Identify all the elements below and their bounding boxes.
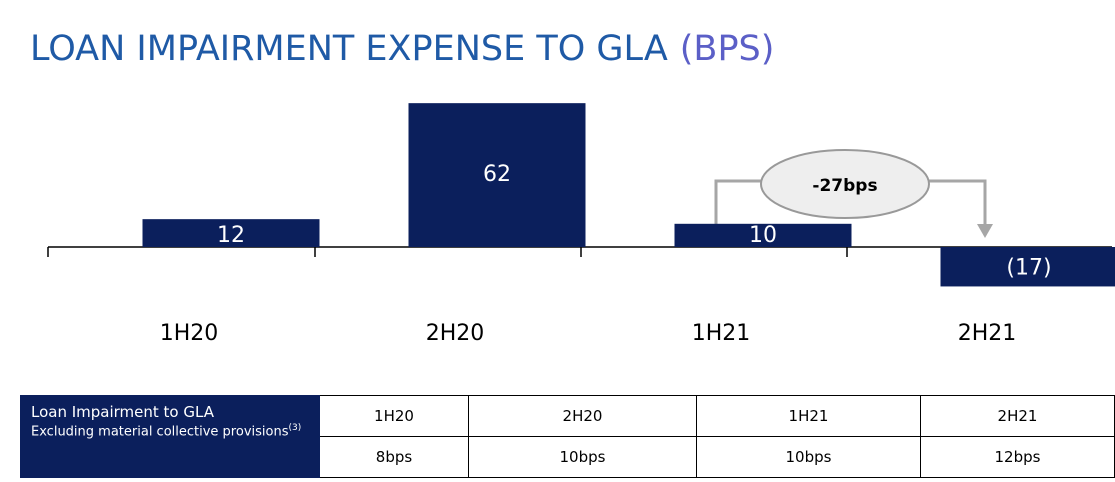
table-cell: 10bps (696, 436, 921, 478)
table-cell: 12bps (920, 436, 1115, 478)
table-cell: 10bps (468, 436, 697, 478)
title-unit: (BPS) (680, 29, 775, 69)
connector (714, 179, 765, 238)
column-header: 1H21 (696, 395, 921, 437)
chart-title: LOAN IMPAIRMENT EXPENSE TO GLA (BPS) (30, 29, 774, 69)
x-tick-label: 1H20 (160, 321, 219, 346)
summary-table: Loan Impairment to GLA Excluding material… (20, 395, 1115, 478)
value-label: (17) (1006, 256, 1051, 281)
bar (940, 247, 1115, 287)
row-header: Loan Impairment to GLA Excluding material… (20, 395, 320, 478)
x-tick-label: 2H21 (958, 321, 1017, 346)
bar (142, 219, 320, 247)
footnote-ref: (3) (288, 423, 302, 433)
column-header: 2H20 (468, 395, 697, 437)
x-tick-label: 1H21 (692, 321, 751, 346)
value-label: 10 (749, 223, 777, 248)
x-tick-label: 2H20 (426, 321, 485, 346)
bar (674, 223, 852, 247)
column-header: 1H20 (319, 395, 469, 437)
value-label: 12 (217, 223, 245, 248)
table-label: Loan Impairment to GLA (31, 403, 214, 421)
bar (408, 103, 586, 247)
table-sublabel: Excluding material collective provisions (31, 424, 289, 440)
annotation: -27bps (812, 176, 877, 196)
column-header: 2H21 (920, 395, 1115, 437)
chart: LOAN IMPAIRMENT EXPENSE TO GLA (BPS) -27b… (30, 29, 1115, 346)
table-cell: 8bps (319, 436, 469, 478)
title-text: LOAN IMPAIRMENT EXPENSE TO GLA (30, 29, 668, 69)
value-label: 62 (483, 162, 511, 187)
connector (925, 179, 987, 226)
annotation-bubble (760, 149, 930, 219)
arrow-head (977, 224, 993, 238)
